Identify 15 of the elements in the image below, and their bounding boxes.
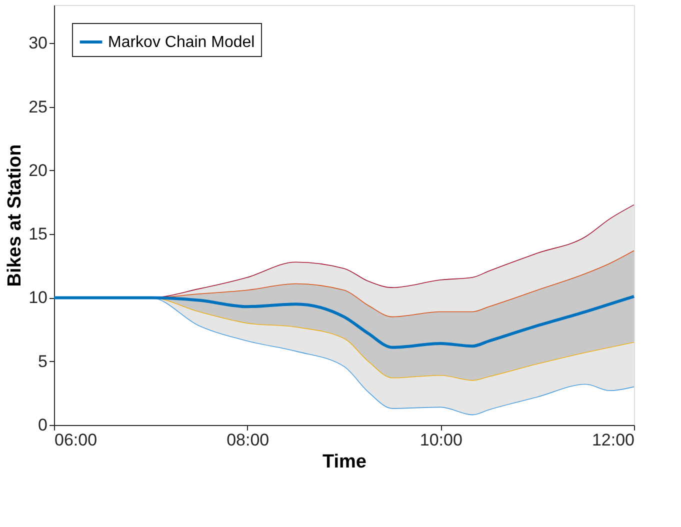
y-tick-label: 15 xyxy=(28,224,48,244)
line-series xyxy=(52,294,636,349)
y-tick-label: 0 xyxy=(38,416,48,434)
y-axis-title: Bikes at Station xyxy=(4,144,26,287)
y-tick-label: 10 xyxy=(28,288,48,308)
x-tick-label: 08:00 xyxy=(226,430,270,450)
legend-label: Markov Chain Model xyxy=(108,34,255,51)
y-tick-label: 30 xyxy=(28,34,48,53)
y-tick-label: 20 xyxy=(28,160,48,180)
x-tick-label: 06:00 xyxy=(54,430,98,450)
y-tick-label: 5 xyxy=(38,352,48,371)
y-tick-label: 25 xyxy=(28,97,48,116)
x-tick-label: 10:00 xyxy=(420,430,462,450)
x-tick-label: 12:00 xyxy=(592,430,634,450)
x-axis-title: Time xyxy=(322,452,367,472)
